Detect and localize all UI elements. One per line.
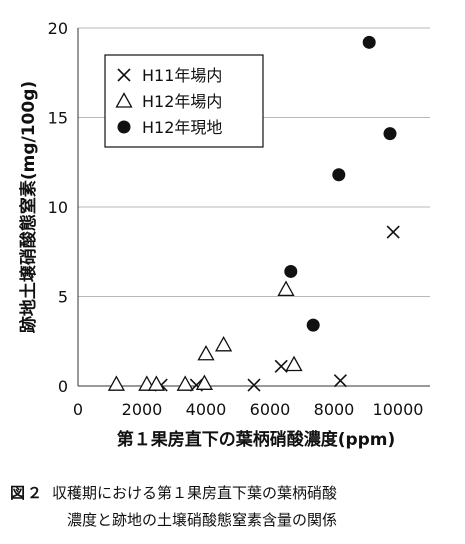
point-series1-5	[333, 374, 347, 388]
caption-line-2: 濃度と跡地の土壌硝酸態窒素含量の関係	[67, 511, 338, 529]
legend-marker-3	[117, 120, 131, 134]
legend-box	[104, 54, 264, 148]
figure-label: 図２	[10, 484, 45, 502]
x-axis-title: 第１果房直下の葉柄硝酸濃度(ppm)	[117, 429, 396, 450]
x-tick-label-2000: 2000	[122, 400, 163, 419]
legend: H11年場内 H12年場内 H12年現地	[104, 54, 264, 148]
point-series1-6	[386, 225, 400, 239]
point-series3-5	[383, 127, 397, 141]
y-tick-label-5: 5	[58, 288, 68, 307]
point-series2-3	[147, 375, 166, 391]
y-tick-label-10: 10	[48, 198, 68, 217]
scatter-chart: 0 5 10 15 20 0 2000 4000 6000 8000 10000 第１果房直下の葉…	[18, 19, 430, 450]
point-series3-2	[306, 318, 320, 332]
y-tick-label-15: 15	[48, 109, 68, 128]
y-axis-title: 跡地土壌硝酸態窒素(mg/100g)	[18, 81, 39, 333]
x-tick-label-8000: 8000	[314, 400, 355, 419]
point-series1-3	[247, 378, 261, 392]
point-series1-4	[274, 359, 288, 373]
point-series2-6	[197, 344, 215, 361]
x-tick-label-6000: 6000	[250, 400, 291, 419]
figure-caption: 図２ 収穫期における第１果房直下葉の葉柄硝酸 濃度と跡地の土壌硝酸態窒素含量の関係	[10, 480, 460, 534]
caption-line-1: 収穫期における第１果房直下葉の葉柄硝酸	[52, 484, 338, 502]
data-points	[107, 35, 400, 392]
point-series2-5	[195, 374, 214, 390]
point-series3-1	[284, 264, 298, 278]
legend-marker-2	[115, 92, 133, 108]
x-tick-label-4000: 4000	[186, 400, 227, 419]
legend-marker-1	[117, 68, 131, 82]
x-tick-labels: 0 2000 4000 6000 8000 10000	[73, 400, 424, 419]
y-tick-label-20: 20	[48, 19, 68, 38]
x-tick-label-10000: 10000	[373, 400, 424, 419]
legend-label-2: H12年場内	[142, 92, 222, 111]
x-tick-label-0: 0	[73, 400, 83, 419]
legend-label-1: H11年場内	[142, 66, 222, 85]
point-series2-8	[277, 280, 295, 296]
point-series2-7	[214, 335, 233, 352]
point-series3-3	[332, 168, 346, 182]
point-series2-4	[176, 375, 194, 391]
y-tick-labels: 0 5 10 15 20	[48, 19, 68, 396]
y-tick-label-0: 0	[58, 377, 68, 396]
point-series3-4	[362, 35, 376, 49]
point-series2-9	[285, 355, 303, 372]
legend-label-3: H12年現地	[142, 118, 222, 137]
point-series2-1	[107, 375, 126, 391]
